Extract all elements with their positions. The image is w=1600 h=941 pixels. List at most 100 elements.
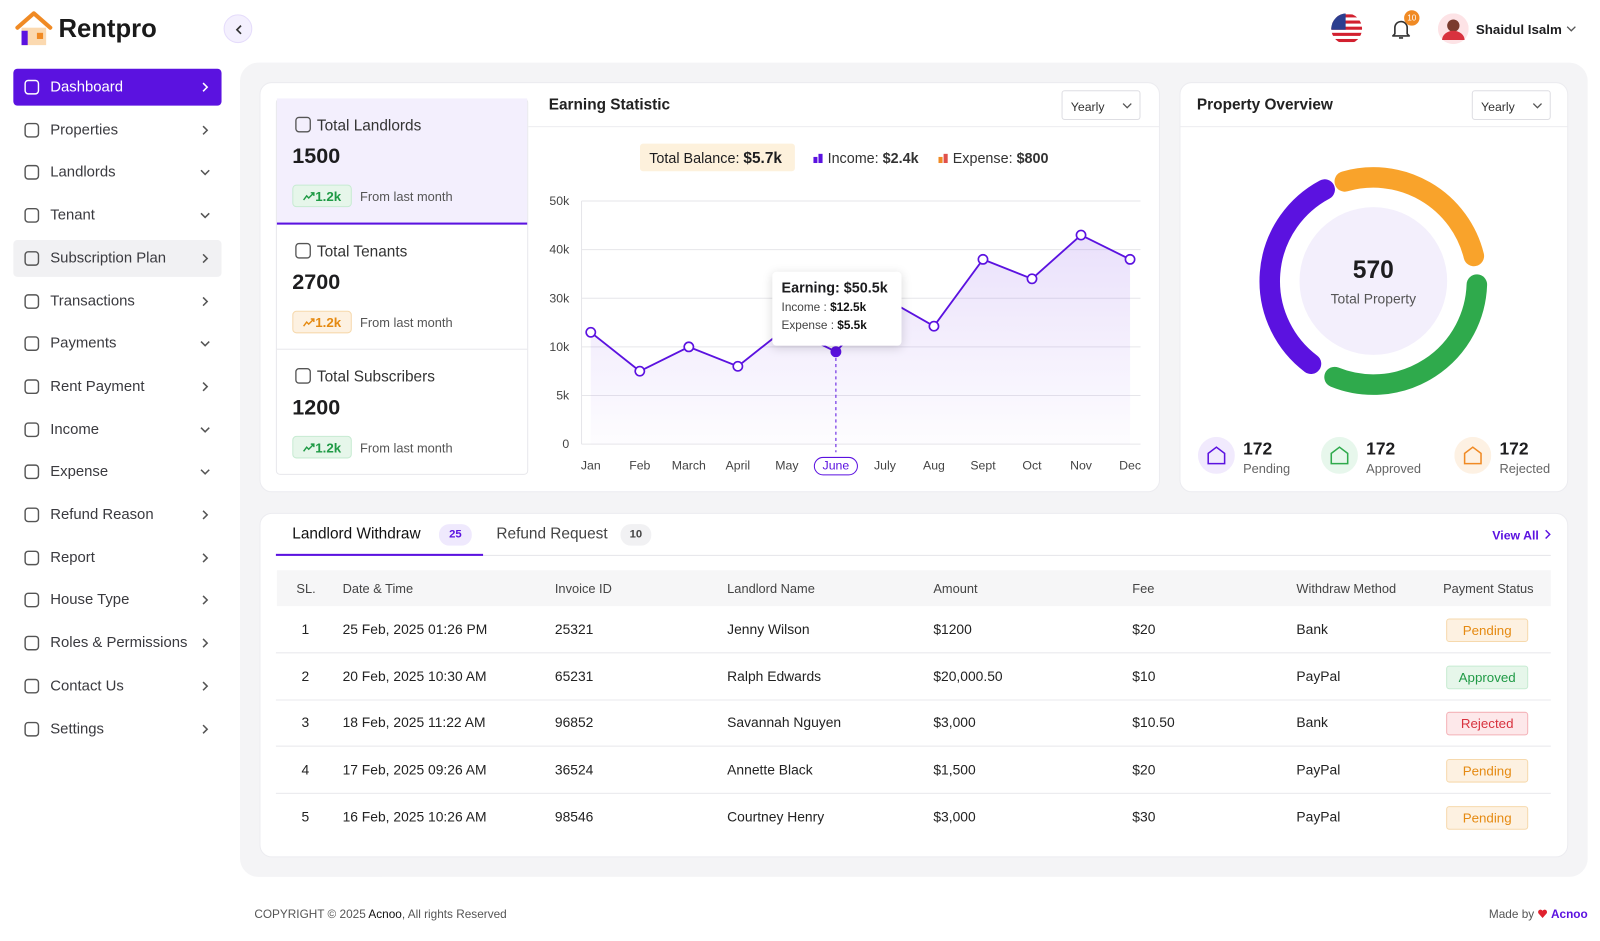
nav-icon-shape: [24, 464, 40, 480]
property-stat-label: Approved: [1366, 461, 1422, 476]
flag[interactable]: [1330, 12, 1363, 45]
nav-label: Refund Reason: [50, 506, 154, 524]
y-tick-label: 50k: [549, 194, 570, 208]
nav-icon: [24, 635, 40, 651]
nav-item[interactable]: Settings: [13, 710, 221, 747]
x-tick-label: Dec: [1119, 459, 1141, 473]
table-cell: $20,000.50: [933, 668, 1003, 684]
column-header: Invoice ID: [554, 581, 612, 596]
nav-label: Properties: [50, 121, 119, 139]
chevron-path: [202, 552, 209, 563]
nav-item[interactable]: Properties: [13, 111, 221, 148]
property-stat-value: 172: [1366, 438, 1396, 459]
tab[interactable]: Refund Request: [496, 525, 608, 543]
property-period-dropdown[interactable]: Yearly: [1471, 90, 1551, 120]
nav-icon: [24, 122, 40, 138]
income-swatch: [813, 153, 823, 164]
collapse-button[interactable]: [223, 14, 253, 44]
expense-label: Expense:: [952, 149, 1013, 167]
y-tick-label: 10k: [549, 340, 570, 354]
nav-icon: [24, 165, 40, 181]
total-balance-value: $5.7k: [743, 149, 782, 168]
table-cell: 25321: [554, 621, 594, 637]
chevron-path: [200, 212, 210, 219]
x-tick-label: Sept: [970, 459, 996, 473]
nav-icon-shape: [24, 122, 40, 138]
nav-item[interactable]: Contact Us: [13, 667, 221, 704]
nav-item[interactable]: Rent Payment: [13, 368, 221, 405]
column-header: Amount: [933, 581, 978, 596]
nav-item[interactable]: Dashboard: [13, 68, 222, 106]
chevron-right: [202, 595, 209, 606]
nav-item[interactable]: Tenant: [13, 197, 221, 234]
x-tick-label: Jan: [581, 459, 601, 473]
trend-icon: [303, 443, 315, 452]
nav-icon: [24, 250, 40, 266]
nav-icon-shape: [24, 165, 40, 181]
nav-item[interactable]: Expense: [13, 454, 221, 491]
row-divider: [275, 792, 1551, 794]
stat-icon-shape: [295, 116, 311, 133]
chevron-right: [202, 681, 209, 691]
avatar[interactable]: [1437, 13, 1469, 45]
nav-item[interactable]: House Type: [13, 582, 221, 619]
total-balance: Total Balance: $5.7k: [639, 143, 795, 172]
period-dropdown[interactable]: Yearly: [1061, 90, 1141, 120]
nav-icon-shape: [24, 379, 40, 394]
nav-item[interactable]: Landlords: [13, 154, 221, 191]
bell-icon[interactable]: [1389, 16, 1414, 41]
total-property-value: 570: [1352, 256, 1394, 285]
nav-item[interactable]: Report: [13, 539, 221, 576]
x-tick-label: March: [672, 459, 706, 473]
line-point: [928, 320, 940, 332]
nav-item[interactable]: Refund Reason: [13, 496, 221, 533]
nav-item[interactable]: Payments: [13, 325, 221, 362]
nav-label: Payments: [50, 335, 117, 352]
icon-shape: [1463, 446, 1482, 465]
chevron-down: [200, 469, 210, 476]
status-badge: Pending: [1446, 759, 1529, 783]
nav-icon: [24, 464, 40, 480]
property-stat-icon: [1321, 436, 1358, 474]
stat-icon: [295, 242, 311, 259]
table-cell: $30: [1132, 809, 1156, 825]
nav-item[interactable]: Transactions: [13, 283, 221, 320]
nav-item[interactable]: Subscription Plan: [13, 239, 222, 277]
table-cell: $1200: [933, 621, 972, 637]
property-stat-label: Pending: [1243, 461, 1291, 476]
user-name[interactable]: Shaidul Isalm: [1475, 21, 1562, 37]
nav-icon: [24, 421, 40, 437]
expense-swatch: [938, 153, 948, 164]
chevron-right: [202, 296, 209, 306]
view-all[interactable]: View All: [1492, 528, 1552, 543]
table-cell: $10.50: [1132, 715, 1175, 731]
y-tick-label: 5k: [556, 389, 570, 403]
line-point: [585, 326, 597, 338]
chevron-down: [1532, 103, 1543, 109]
nav-icon-shape: [24, 336, 40, 352]
table-cell: 20 Feb, 2025 10:30 AM: [342, 668, 487, 684]
nav-item[interactable]: Income: [13, 411, 221, 448]
stat-title: Total Subscribers: [316, 368, 435, 386]
nav-label: Landlords: [50, 164, 116, 181]
chevron-path: [202, 125, 209, 135]
nav-icon: [24, 208, 40, 223]
chevron-right: [202, 82, 209, 92]
notification-badge: 10: [1404, 10, 1420, 26]
tab[interactable]: Landlord Withdraw: [292, 525, 421, 543]
donut-segment: [1259, 179, 1335, 375]
chevron-right: [202, 125, 209, 135]
maker[interactable]: Acnoo: [1550, 908, 1588, 922]
tooltip-expense-value: $5.5k: [837, 319, 867, 333]
nav-item[interactable]: Roles & Permissions: [13, 625, 221, 662]
nav-label: Income: [50, 421, 100, 438]
brand: Rentpro: [58, 14, 157, 44]
property-stat-icon: [1197, 436, 1235, 474]
stat-change: 1.2k: [292, 310, 352, 333]
chevron-down: [200, 426, 210, 433]
x-tick-label: May: [775, 459, 799, 473]
table-cell: Courtney Henry: [727, 809, 825, 825]
nav-icon: [24, 79, 40, 95]
trend-path: [303, 443, 315, 452]
